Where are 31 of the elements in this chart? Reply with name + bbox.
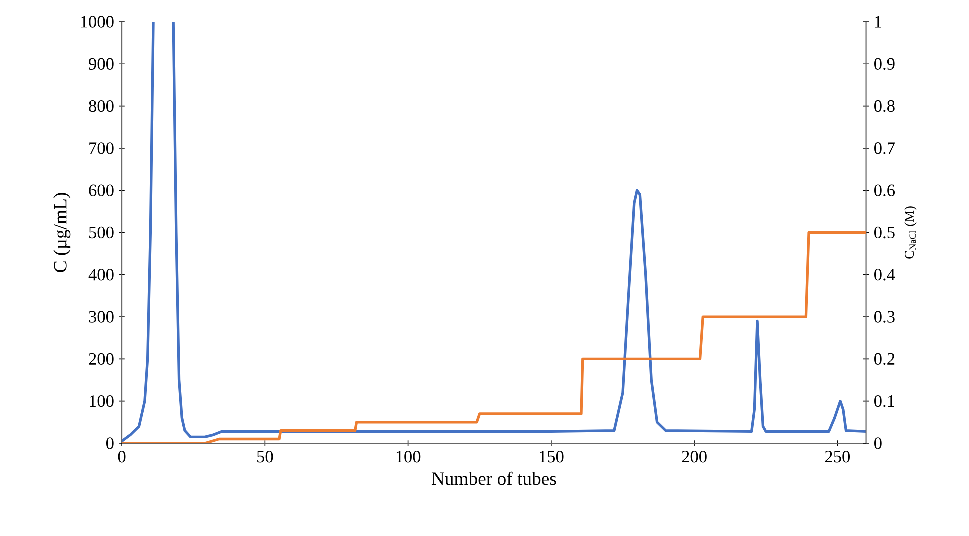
y-tick-label: 600 <box>89 184 114 197</box>
y-tick-label: 0 <box>106 438 114 450</box>
y-tick-label: 300 <box>89 311 114 324</box>
y2-tick-label: 0.3 <box>874 311 895 324</box>
x-tick-label: 250 <box>825 451 850 463</box>
y-tick-label: 1000 <box>81 16 114 28</box>
y-tick-label: 200 <box>89 354 114 366</box>
y-tick-label: 400 <box>88 269 114 281</box>
y2-axis-title: C$_{NaCl}$ (M) <box>904 206 917 260</box>
x-tick-label: 200 <box>682 451 707 463</box>
y2-tick-label: 0.4 <box>874 269 896 282</box>
y2-tick-label: 0.8 <box>874 100 895 112</box>
y-axis-title: C (µg/mL) <box>54 193 71 273</box>
x-axis-title: Number of tubes <box>432 472 556 486</box>
y2-tick-label: 0.9 <box>874 58 895 70</box>
y-tick-label: 800 <box>89 100 114 112</box>
y2-tick-label: 0 <box>874 438 882 450</box>
y-tick-label: 500 <box>89 227 114 239</box>
y2-tick-label: 1 <box>875 16 882 28</box>
y-tick-label: 100 <box>90 396 114 408</box>
y-tick-label: 900 <box>89 58 114 70</box>
x-tick-label: 50 <box>258 451 274 463</box>
y2-tick-label: 0.6 <box>874 184 896 197</box>
y2-tick-label: 0.7 <box>874 142 896 155</box>
y2-tick-label: 0.1 <box>874 396 894 408</box>
y-tick-label: 700 <box>90 142 114 155</box>
y2-tick-label: 0.2 <box>874 354 895 366</box>
x-tick-label: 0 <box>118 451 126 463</box>
y2-tick-label: 0.5 <box>874 227 895 239</box>
x-tick-label: 100 <box>396 451 421 463</box>
x-tick-label: 150 <box>540 451 564 463</box>
